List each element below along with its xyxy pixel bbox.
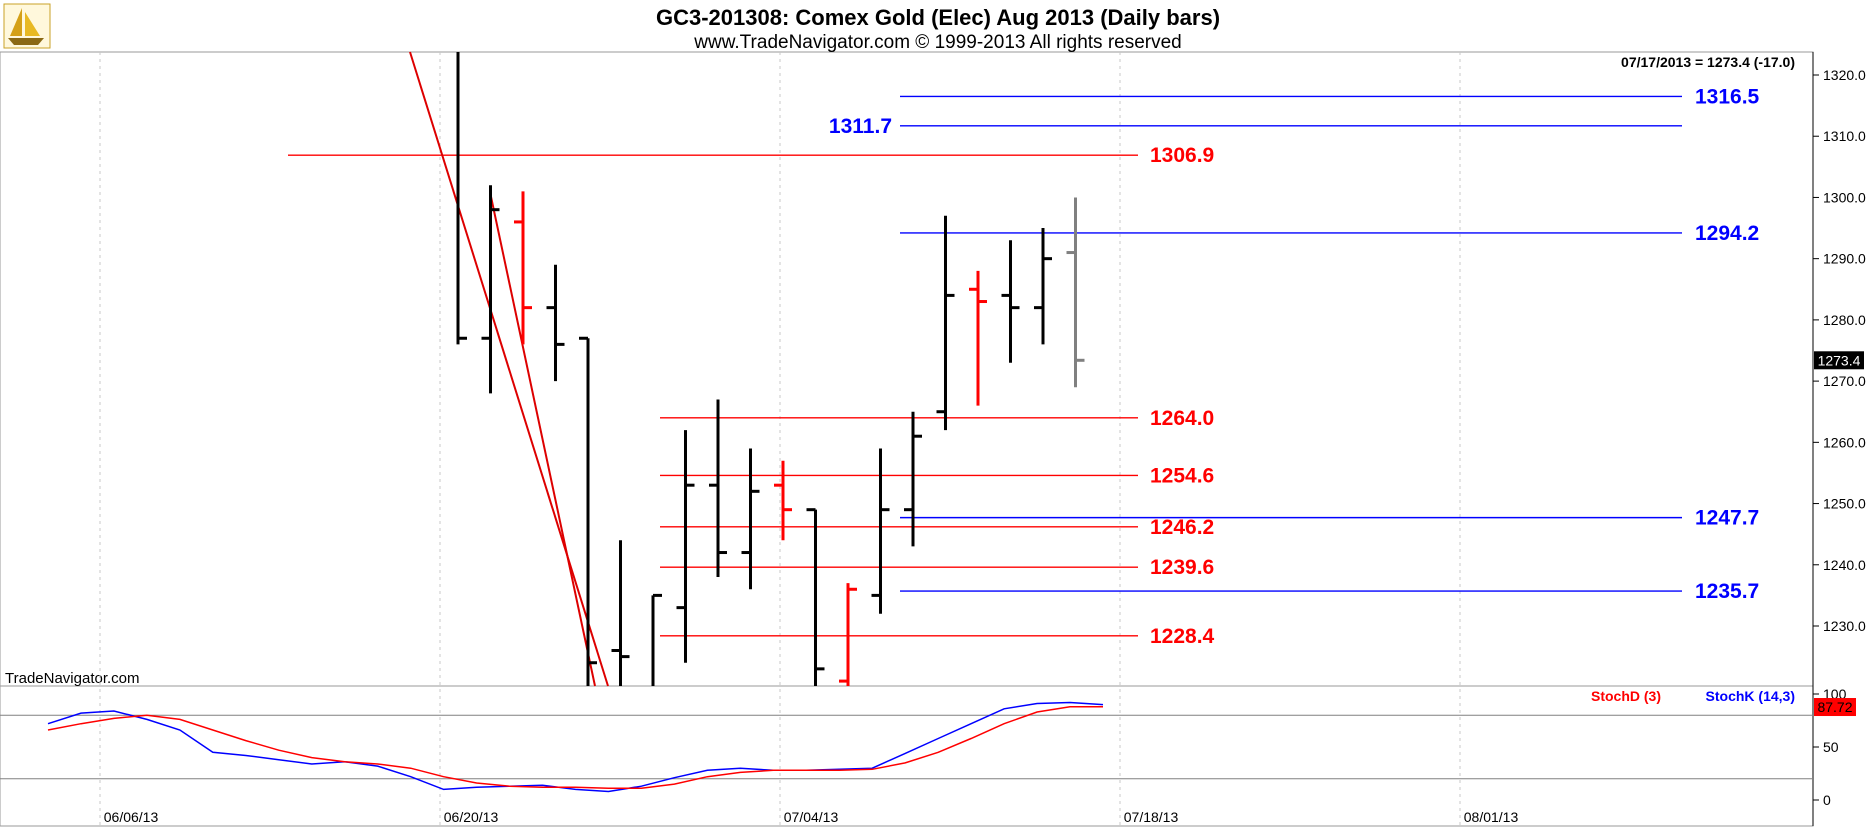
x-tick-label: 07/04/13 bbox=[784, 809, 839, 825]
price-level-label: 1228.4 bbox=[1150, 625, 1215, 648]
stochK-line bbox=[47, 701, 1104, 793]
price-bars bbox=[456, 52, 1085, 686]
price-level-label: 1311.7 bbox=[829, 115, 892, 138]
stoch-y-tick-label: 0 bbox=[1823, 792, 1831, 808]
y-tick-label: 1270.0 bbox=[1823, 373, 1866, 389]
ohlc-bar bbox=[806, 508, 825, 686]
quote-readout: 07/17/2013 = 1273.4 (-17.0) bbox=[1621, 54, 1795, 70]
y-tick-label: 1240.0 bbox=[1823, 557, 1866, 573]
last-price-marker: 1273.4 bbox=[1814, 351, 1864, 370]
ohlc-bar bbox=[579, 336, 597, 686]
price-level-label: 1246.2 bbox=[1150, 516, 1214, 539]
y-axis: 1230.0 1240.0 1250.0 1260.0 1270.0 1280.0 1290… bbox=[1813, 67, 1866, 634]
y-tick-label: 1300.0 bbox=[1823, 189, 1866, 205]
price-level-label: 1306.9 bbox=[1150, 144, 1214, 167]
price-level-label: 1247.7 bbox=[1695, 507, 1759, 530]
sailboat-logo-icon bbox=[3, 3, 51, 49]
grid bbox=[99, 52, 1461, 826]
ohlc-bar bbox=[1034, 228, 1052, 345]
ohlc-bar bbox=[676, 430, 695, 663]
price-level-label: 1254.6 bbox=[1150, 464, 1214, 487]
x-tick-label: 07/18/13 bbox=[1124, 809, 1179, 825]
stoch-y-tick-label: 100 bbox=[1823, 686, 1847, 702]
y-tick-label: 1230.0 bbox=[1823, 618, 1866, 634]
y-tick-label: 1290.0 bbox=[1823, 251, 1866, 267]
stochK-legend: StochK (14,3) bbox=[1706, 688, 1795, 704]
stoch-current-box bbox=[1814, 698, 1856, 717]
stochD-legend: StochD (3) bbox=[1591, 688, 1661, 704]
x-tick-label: 08/01/13 bbox=[1464, 809, 1519, 825]
y-tick-label: 1320.0 bbox=[1823, 67, 1866, 83]
price-level-label: 1294.2 bbox=[1695, 222, 1759, 245]
price-level-label: 1239.6 bbox=[1150, 556, 1214, 579]
ohlc-bar bbox=[1001, 240, 1020, 363]
ohlc-bar bbox=[839, 583, 857, 686]
y-tick-label: 1250.0 bbox=[1823, 496, 1866, 512]
x-axis: 06/06/13 06/20/13 07/04/13 07/18/13 08/01/13 bbox=[104, 809, 1519, 825]
chart-subtitle: www.TradeNavigator.com © 1999-2013 All r… bbox=[693, 32, 1181, 53]
y-tick-label: 1280.0 bbox=[1823, 312, 1866, 328]
stoch-current-label: 87.72 bbox=[1817, 699, 1852, 715]
ohlc-bar bbox=[774, 460, 792, 541]
price-level-label: 1316.5 bbox=[1695, 85, 1760, 108]
ohlc-bar bbox=[936, 215, 955, 431]
y-tick-label: 1260.0 bbox=[1823, 434, 1866, 450]
last-price-label: 1273.4 bbox=[1818, 352, 1861, 368]
ohlc-bar bbox=[651, 593, 662, 686]
price-level-label: 1264.0 bbox=[1150, 407, 1214, 430]
ohlc-bar bbox=[969, 270, 987, 406]
stochD-line bbox=[47, 705, 1103, 790]
plot-frame bbox=[0, 51, 1814, 827]
ohlc-bar bbox=[741, 448, 760, 590]
ohlc-bar bbox=[481, 185, 500, 394]
x-tick-label: 06/06/13 bbox=[104, 809, 159, 825]
ohlc-bar bbox=[611, 540, 630, 686]
ohlc-bar bbox=[871, 448, 890, 614]
trend-lines bbox=[409, 51, 609, 687]
price-level-label: 1235.7 bbox=[1695, 580, 1759, 603]
ohlc-bar bbox=[456, 52, 467, 345]
x-tick-label: 06/20/13 bbox=[444, 809, 499, 825]
ohlc-bar bbox=[709, 399, 727, 578]
ohlc-bar bbox=[514, 191, 532, 345]
trend-line-2 bbox=[489, 191, 596, 687]
chart-title: GC3-201308: Comex Gold (Elec) Aug 2013 (… bbox=[656, 5, 1220, 30]
y-tick-label: 1310.0 bbox=[1823, 128, 1866, 144]
ohlc-bar bbox=[904, 411, 922, 547]
price-levels: 1316.5 1311.7 1306.9 1294.2 1264.0 1254.6 1247… bbox=[288, 85, 1760, 648]
ohlc-bar bbox=[1066, 197, 1085, 388]
stochastic-panel: 0 50 100 StochD (3) StochK (14,3) 87.72 bbox=[0, 686, 1856, 808]
ohlc-bar bbox=[546, 264, 565, 382]
trend-line-1 bbox=[409, 51, 609, 687]
stoch-y-tick-label: 50 bbox=[1823, 739, 1839, 755]
watermark: TradeNavigator.com bbox=[5, 670, 140, 687]
